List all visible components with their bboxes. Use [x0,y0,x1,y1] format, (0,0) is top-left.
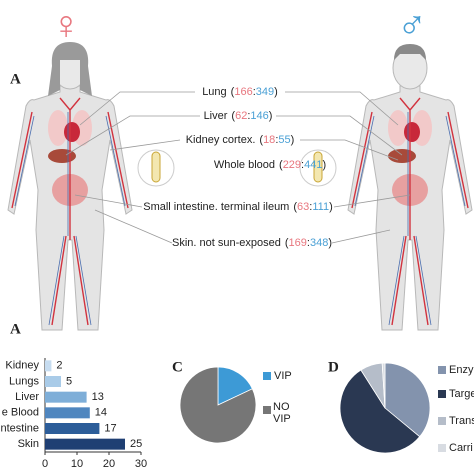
paren: ) [269,110,273,122]
tissue-name: Small intestine. terminal ileum [143,201,289,213]
bar [45,376,61,387]
paren: ( [231,110,235,122]
male-count: 348 [310,237,328,249]
male-count: 146 [250,110,268,122]
female-symbol: ♀ [51,4,81,48]
separator: : [253,86,256,98]
value-label: 17 [104,422,116,434]
legend-swatch [438,390,446,398]
male-count: 349 [256,86,274,98]
female-count: 169 [289,237,307,249]
paren: ( [293,201,297,213]
value-label: 2 [56,360,62,372]
bar [45,360,52,372]
tissue-label: Skin. not sun-exposed (169:348) [172,237,332,249]
y-tick-label: Lungs [9,375,39,387]
tissue-label: Kidney cortex. (18:55) [186,134,295,146]
paren: ) [291,134,295,146]
separator: : [309,201,312,213]
pie-slice [339,369,421,454]
x-tick-label: 10 [71,458,83,470]
paren: ( [259,134,263,146]
x-tick-label: 30 [135,458,147,470]
panel-label: D [328,359,339,375]
female-count: 166 [234,86,252,98]
pie-slice [179,366,257,444]
male-hair [394,44,426,60]
pie-slice [217,366,253,406]
y-tick-label: Liver [15,391,39,403]
legend-swatch [263,372,271,380]
female-count: 18 [263,134,275,146]
paren: ( [279,159,283,171]
legend-swatch [438,366,446,374]
tissue-label: Liver (62:146) [204,110,273,122]
pie-slice [381,362,386,409]
paren: ( [285,237,289,249]
y-tick-label: ntestine [0,422,39,434]
legend-label: NO VIP [273,401,291,425]
panel-label: C [172,359,183,375]
female-count: 229 [283,159,301,171]
tissue-label: Small intestine. terminal ileum (63:111) [143,201,333,213]
value-label: 13 [92,391,104,403]
male-body [347,46,473,331]
tissue-name: Kidney cortex. [186,134,256,146]
bar [45,407,90,419]
legend-label: Targe [449,388,474,400]
paren: ) [329,201,333,213]
paren: ) [328,237,332,249]
female-count: 62 [235,110,247,122]
x-tick-label: 20 [103,458,115,470]
tissue-label: Lung (166:349) [202,86,278,98]
x-tick-label: 0 [42,458,48,470]
male-count: 111 [312,201,329,213]
tissue-name: Skin. not sun-exposed [172,237,281,249]
legend-swatch [263,406,271,414]
legend-label: Enzy [449,364,474,376]
bar [45,438,125,450]
y-tick-label: Kidney [5,360,39,372]
bar [45,391,87,403]
value-label: 5 [66,375,72,387]
female-hair [48,42,92,96]
separator: : [301,159,304,171]
bar [45,423,100,434]
blood-tubes [137,149,337,187]
paren: ( [231,86,235,98]
legend-swatch [438,444,446,452]
separator: : [275,134,278,146]
male-symbol: ♂ [397,4,427,48]
connectors [65,91,411,244]
legend-label: Trans [449,415,474,427]
male-count: 55 [278,134,290,146]
legend-swatch [438,417,446,425]
tissue-label: Whole blood (229:441) [214,159,326,171]
legend-label: VIP [274,370,292,382]
panel-label: A [10,321,21,337]
paren: ) [274,86,278,98]
tissue-name: Liver [204,110,228,122]
y-tick-label: e Blood [2,407,39,419]
separator: : [247,110,250,122]
female-body [7,46,133,331]
paren: ) [322,159,326,171]
pie-slice [384,362,431,438]
value-label: 14 [95,407,107,419]
legend-label: Carri [449,442,473,454]
separator: : [307,237,310,249]
tissue-name: Lung [202,86,226,98]
value-label: 25 [130,438,142,450]
panel-label: A [10,71,21,87]
female-count: 63 [297,201,309,213]
tissue-name: Whole blood [214,159,275,171]
y-tick-label: Skin [18,438,39,450]
male-count: 441 [304,159,322,171]
